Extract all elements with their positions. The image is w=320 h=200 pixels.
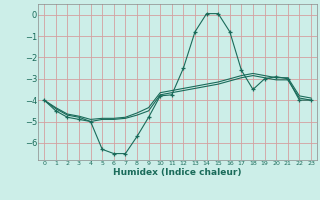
X-axis label: Humidex (Indice chaleur): Humidex (Indice chaleur) xyxy=(113,168,242,177)
